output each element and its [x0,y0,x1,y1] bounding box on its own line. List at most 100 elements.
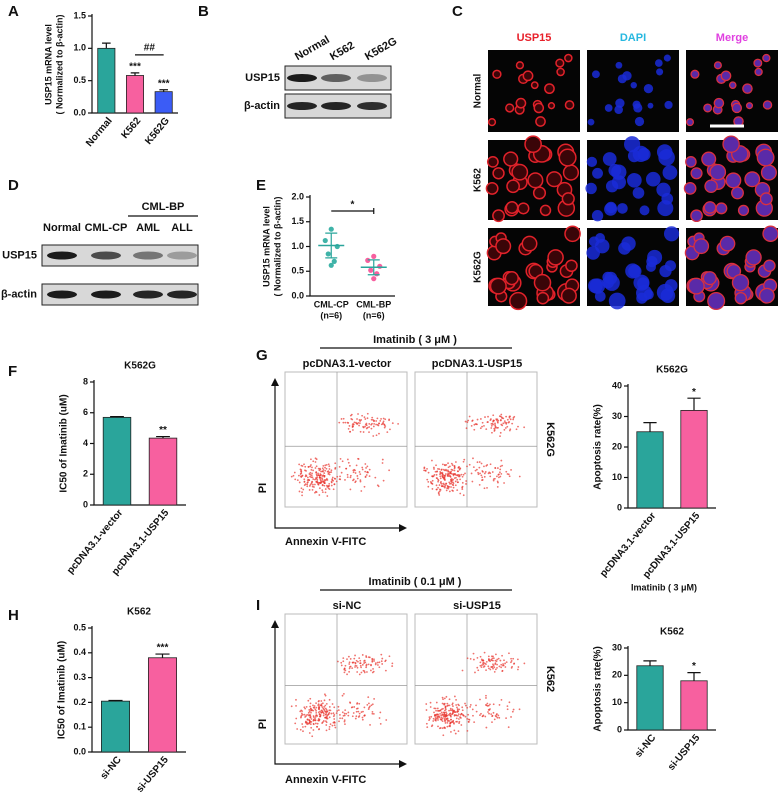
event-dot [314,461,317,463]
event-dot [516,658,519,661]
event-dot [295,717,298,720]
event-dot [506,705,509,708]
y-tick-label: 0.5 [73,622,86,632]
cell [624,136,641,153]
event-dot [448,481,451,484]
event-dot [491,715,494,718]
event-dot [347,461,350,464]
event-dot [457,714,459,717]
event-dot [449,707,452,710]
cell [758,287,775,304]
event-dot [430,715,433,718]
event-dot [371,710,374,713]
event-dot [319,474,322,477]
event-dot [382,420,385,423]
event-dot [481,715,484,718]
event-dot [481,664,483,667]
event-dot [443,486,446,489]
event-dot [351,715,354,718]
event-dot [427,485,430,488]
event-dot [328,706,331,708]
cell [745,249,762,266]
event-dot [457,470,459,473]
event-dot [364,418,367,420]
event-dot [325,467,328,470]
event-dot [443,697,446,700]
event-dot [372,670,375,673]
blot-band [91,251,121,260]
cell [492,167,505,180]
event-dot [508,475,511,478]
event-dot [372,668,374,670]
event-dot [306,713,309,716]
event-dot [461,709,464,712]
event-dot [472,714,474,717]
cell [489,277,507,295]
event-dot [481,479,483,482]
event-dot [322,720,325,722]
panel-letter: I [256,597,260,614]
event-dot [367,663,370,666]
event-dot [326,470,329,473]
event-dot [356,666,359,669]
event-dot [347,714,350,717]
cell [731,102,743,114]
event-dot [301,723,304,725]
event-dot [487,655,490,658]
event-dot [311,472,313,475]
event-dot [431,488,434,490]
event-dot [332,488,335,491]
event-dot [481,476,484,479]
event-dot [468,463,471,466]
column-label: pcDNA3.1-vector [303,358,392,370]
event-dot [491,721,493,724]
event-dot [358,712,361,715]
event-dot [497,473,500,476]
event-dot [351,706,354,709]
event-dot [492,414,495,417]
event-dot [442,714,445,716]
event-dot [456,478,459,481]
event-dot [465,483,467,485]
cell [639,205,650,216]
y-tick-label: 10 [612,472,622,482]
blot-band [133,290,163,299]
y-tick-label: 0.4 [73,647,86,657]
event-dot [324,466,326,469]
cell [564,225,581,243]
event-dot [381,458,384,461]
event-dot [481,470,484,473]
y-tick-label: 20 [612,670,622,680]
event-dot [497,419,500,422]
event-dot [436,470,439,473]
event-dot [371,712,374,715]
event-dot [321,491,324,494]
event-dot [448,720,451,722]
event-dot [345,712,348,715]
event-dot [501,464,504,467]
event-dot [359,662,362,665]
event-dot [479,472,481,475]
cell [585,182,597,195]
event-dot [348,425,351,427]
event-dot [443,709,446,712]
event-dot [490,424,493,427]
cell [731,273,750,292]
event-dot [356,475,359,477]
data-point [322,237,328,244]
y-tick-label: 0 [617,724,622,734]
event-dot [437,713,440,716]
event-dot [517,666,520,668]
event-dot [518,475,521,478]
event-dot [316,725,319,728]
event-dot [323,484,326,487]
cell [630,82,637,89]
event-dot [318,706,321,709]
event-dot [487,665,490,668]
cell [536,291,550,305]
event-dot [324,704,327,707]
cell [713,97,725,109]
error-bar [687,397,701,411]
cell [720,70,732,82]
